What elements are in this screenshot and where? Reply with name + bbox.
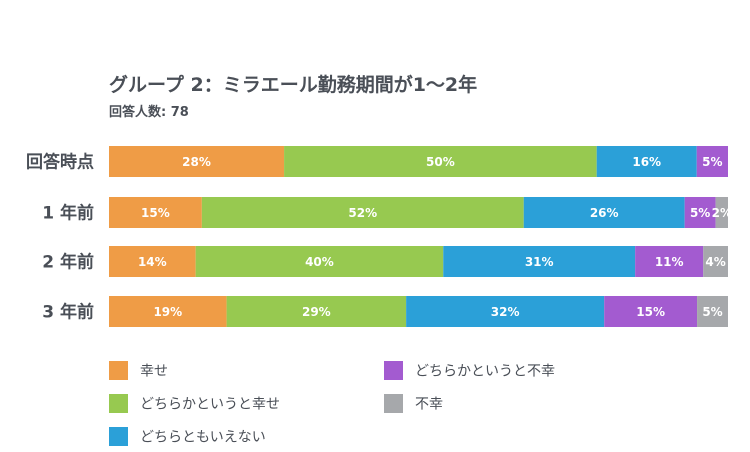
bar-segment bbox=[284, 146, 597, 177]
data-label: 11% bbox=[655, 255, 684, 269]
data-label: 19% bbox=[153, 305, 182, 319]
bar-segment bbox=[201, 197, 524, 228]
bar-segment bbox=[195, 246, 444, 277]
legend-label: どちらかというと不幸 bbox=[415, 364, 555, 380]
data-label: 15% bbox=[636, 305, 665, 319]
data-label: 29% bbox=[302, 305, 331, 319]
data-label: 15% bbox=[141, 206, 170, 220]
legend-swatch bbox=[109, 427, 128, 446]
bar-segment bbox=[684, 197, 716, 228]
data-label: 52% bbox=[348, 206, 377, 220]
bar-segment bbox=[715, 197, 728, 228]
bar-segment bbox=[703, 246, 728, 277]
chart-subtitle: 回答人数: 78 bbox=[109, 105, 189, 120]
bar-segment bbox=[523, 197, 685, 228]
legend-label: 不幸 bbox=[415, 397, 443, 413]
data-label: 5% bbox=[690, 206, 710, 220]
legend-label: どちらともいえない bbox=[140, 430, 266, 446]
row-label: 1 年前 bbox=[42, 203, 94, 224]
data-label: 2% bbox=[712, 206, 732, 220]
row-label: 2 年前 bbox=[42, 252, 94, 273]
legend-label: どちらかというと幸せ bbox=[140, 397, 280, 413]
legend-swatch bbox=[109, 394, 128, 413]
bar-segment bbox=[226, 296, 407, 327]
bar-segment bbox=[443, 246, 636, 277]
bar-segment bbox=[109, 246, 196, 277]
bar-segment bbox=[109, 146, 285, 177]
bar-segment bbox=[109, 197, 202, 228]
data-label: 32% bbox=[491, 305, 520, 319]
data-label: 28% bbox=[182, 155, 211, 169]
chart-title: グループ 2：ミラエール勤務期間が1〜2年 bbox=[109, 74, 478, 96]
data-label: 40% bbox=[305, 255, 334, 269]
row-label: 回答時点 bbox=[26, 152, 94, 173]
legend-swatch bbox=[109, 361, 128, 380]
data-label: 5% bbox=[702, 155, 722, 169]
data-label: 14% bbox=[138, 255, 167, 269]
data-label: 26% bbox=[590, 206, 619, 220]
bar-segment bbox=[596, 146, 697, 177]
bar-segment bbox=[696, 146, 728, 177]
row-label: 3 年前 bbox=[42, 302, 94, 323]
bar-segment bbox=[109, 296, 227, 327]
bar-segment bbox=[635, 246, 704, 277]
data-label: 4% bbox=[705, 255, 725, 269]
bar-segment bbox=[604, 296, 698, 327]
data-label: 50% bbox=[426, 155, 455, 169]
legend-swatch bbox=[384, 394, 403, 413]
data-label: 31% bbox=[525, 255, 554, 269]
data-label: 5% bbox=[702, 305, 722, 319]
bar-segment bbox=[406, 296, 605, 327]
legend-swatch bbox=[384, 361, 403, 380]
data-label: 16% bbox=[632, 155, 661, 169]
bar-segment bbox=[697, 296, 728, 327]
legend-label: 幸せ bbox=[140, 364, 168, 380]
